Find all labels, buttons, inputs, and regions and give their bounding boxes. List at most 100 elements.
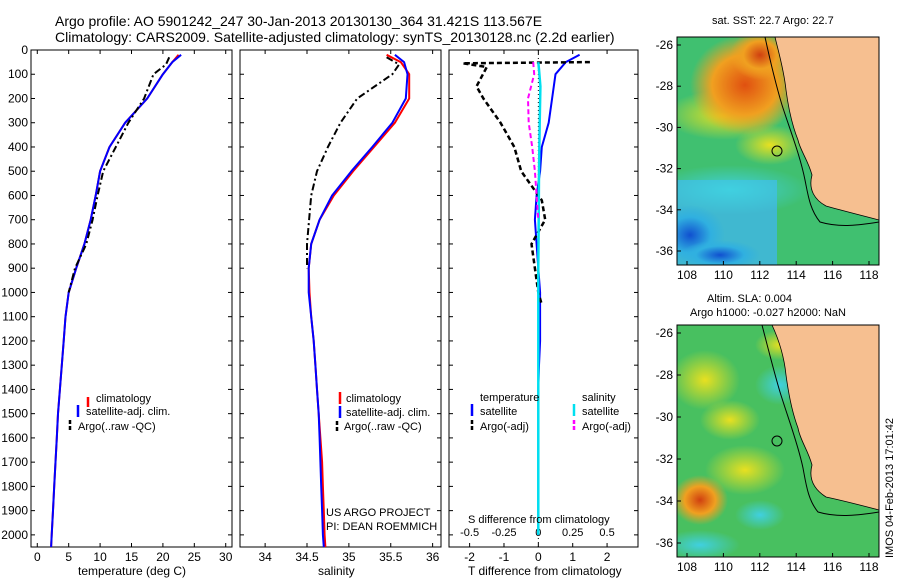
lat-tick-label: -32 [656, 452, 674, 466]
lon-tick-label: 118 [859, 268, 878, 282]
difference-axis-label-bottom: T difference from climatology [468, 564, 622, 578]
header-line-2: Climatology: CARS2009. Satellite-adjuste… [55, 29, 615, 45]
depth-tick-label: 100 [8, 67, 28, 81]
legend-label-t-satellite: satellite [480, 406, 517, 418]
x-top-tick-label: 0.25 [562, 527, 583, 539]
x-top-tick-label: -0.25 [491, 527, 516, 539]
series-line-0-1 [50, 54, 182, 548]
x-tick-label: -2 [464, 550, 475, 564]
footer-stamp: IMOS 04-Feb-2013 17:01:42 [884, 418, 896, 558]
x-tick-label: 30 [219, 550, 233, 564]
legend-label-argo: Argo(..raw -QC) [344, 421, 422, 433]
legend-title-salinity: salinity [582, 392, 616, 404]
legend-label-s-argo: Argo(-adj) [582, 421, 631, 433]
lon-tick-label: 108 [677, 268, 697, 282]
legend-label-satellite: satellite-adj. clim. [86, 406, 170, 418]
series-line-2-3 [527, 62, 540, 220]
lon-tick-label: 116 [823, 560, 842, 574]
x-tick-label: 10 [93, 550, 107, 564]
series-line-2-0 [533, 53, 581, 535]
depth-tick-label: 0 [21, 43, 28, 57]
lon-tick-label: 108 [677, 560, 697, 574]
temperature-axis-label: temperature (deg C) [78, 564, 186, 578]
lat-tick-label: -32 [656, 162, 674, 176]
lat-tick-label: -26 [656, 326, 674, 340]
temperature-panel: 0 5 10 15 20 25 30 [30, 49, 233, 564]
depth-tick-label: 200 [8, 91, 28, 105]
x-tick-label: 20 [156, 550, 170, 564]
difference-legends: temperature satellite Argo(-adj) salinit… [470, 392, 631, 433]
sla-map-title-2: Argo h1000: -0.027 h2000: NaN [690, 307, 846, 319]
lon-tick-label: 110 [714, 560, 733, 574]
difference-axis-label-top: S difference from climatology [468, 514, 610, 526]
depth-tick-label: 600 [8, 188, 28, 202]
lon-tick-label: 116 [823, 268, 842, 282]
lon-tick-label: 112 [750, 268, 769, 282]
depth-tick-label: 2000 [1, 528, 28, 542]
x-tick-label: 35.5 [379, 550, 403, 564]
legend-label-s-satellite: satellite [582, 406, 619, 418]
annotation-project: US ARGO PROJECT [326, 507, 431, 519]
argo-location-marker [771, 145, 783, 157]
sst-map-title: sat. SST: 22.7 Argo: 22.7 [712, 15, 834, 27]
x-tick-label: 25 [188, 550, 202, 564]
depth-tick-label: 1600 [1, 431, 28, 445]
lat-tick-label: -26 [656, 38, 674, 52]
legend-label-t-argo: Argo(-adj) [480, 421, 529, 433]
series-line-2-2 [537, 61, 542, 535]
header-line-1: Argo profile: AO 5901242_247 30-Jan-2013… [55, 13, 542, 29]
legend-title-temperature: temperature [480, 392, 539, 404]
x-tick-label: 2 [604, 550, 611, 564]
plot-frame [30, 49, 233, 548]
depth-tick-label: 300 [8, 116, 28, 130]
contour-line [761, 325, 879, 516]
depth-tick-label: 1500 [1, 407, 28, 421]
lat-tick-label: -36 [656, 536, 674, 550]
depth-tick-label: 1400 [1, 382, 28, 396]
x-top-tick-label: -0.5 [460, 527, 479, 539]
x-top-tick-label: 0.5 [599, 527, 614, 539]
sst-map-axes: 108 110 112 114 116 118 -26 -28 -30 -32 -34 -36 [656, 38, 879, 282]
lon-tick-label: 118 [859, 560, 878, 574]
salinity-axis-label: salinity [318, 564, 355, 578]
series-line-2-1 [461, 60, 590, 305]
legend-label-satellite: satellite-adj. clim. [346, 407, 430, 419]
series-line-1-2 [306, 56, 401, 269]
plot-frame [239, 49, 442, 548]
series-line-1-1 [307, 54, 409, 548]
contour-line [764, 37, 879, 226]
depth-axis: 0 100 200 300 400 500 600 700 800 900 1000 1100 1200… [1, 43, 28, 542]
difference-panel: -2 -1 0 1 2-0.5 -0.25 0 0.25 0.5 [448, 49, 639, 564]
sla-map-axes: 108 110 112 114 116 118 -26 -28 -30 -32 -34 -36 [656, 326, 879, 574]
lat-tick-label: -36 [656, 244, 674, 258]
legend-label-climatology: climatology [346, 393, 402, 405]
x-tick-label: -1 [499, 550, 510, 564]
salinity-panel: 34 34.5 35 35.5 36 [239, 49, 442, 564]
sla-map-title-1: Altim. SLA: 0.004 [707, 293, 792, 305]
lon-tick-label: 114 [787, 560, 806, 574]
lat-tick-label: -30 [656, 410, 674, 424]
series-line-0-0 [50, 54, 180, 548]
lat-tick-label: -28 [656, 79, 674, 93]
lon-tick-label: 112 [750, 560, 769, 574]
annotation-pi: PI: DEAN ROEMMICH [326, 521, 437, 533]
lat-tick-label: -34 [656, 494, 674, 508]
depth-tick-label: 1300 [1, 358, 28, 372]
x-tick-label: 5 [65, 550, 72, 564]
lon-tick-label: 110 [714, 268, 733, 282]
lon-tick-label: 114 [787, 268, 806, 282]
depth-tick-label: 500 [8, 164, 28, 178]
depth-tick-label: 1800 [1, 479, 28, 493]
legend-label-argo: Argo(..raw -QC) [78, 421, 156, 433]
salinity-legend: climatology satellite-adj. clim. Argo(..… [326, 392, 437, 533]
x-tick-label: 15 [125, 550, 139, 564]
sst-map [677, 37, 879, 265]
depth-tick-label: 700 [8, 213, 28, 227]
x-tick-label: 1 [569, 550, 576, 564]
depth-tick-label: 900 [8, 261, 28, 275]
depth-tick-label: 1200 [1, 334, 28, 348]
land-mass [775, 37, 879, 220]
series-line-0-2 [67, 56, 171, 293]
sla-map [677, 325, 879, 557]
